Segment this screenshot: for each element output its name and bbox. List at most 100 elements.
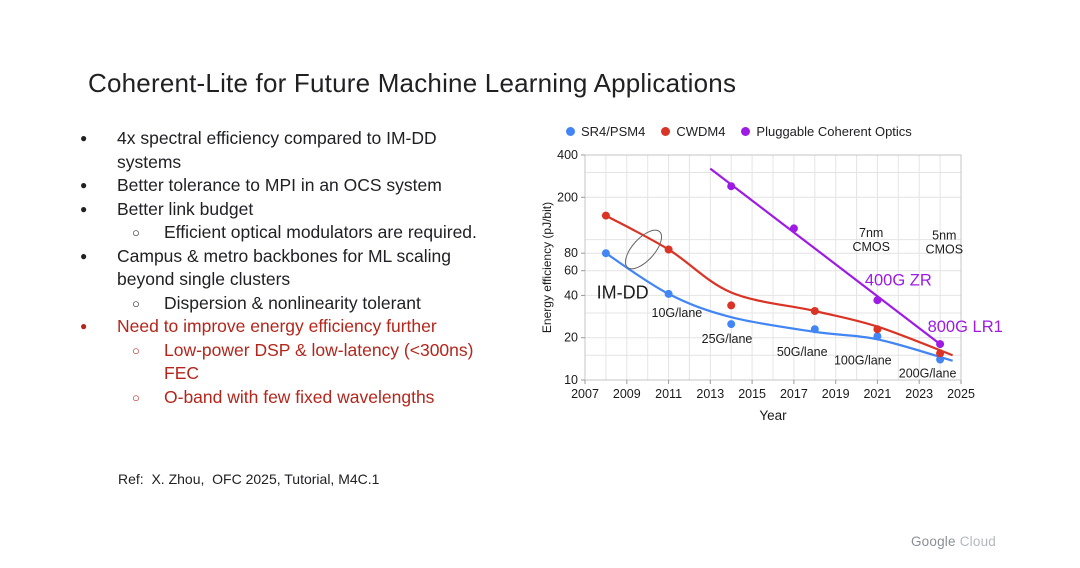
data-point (789, 224, 798, 233)
x-tick-label: 2009 (613, 387, 641, 401)
bullet-text: Better tolerance to MPI in an OCS system (117, 175, 442, 195)
bullet-text: O-band with few fixed wavelengths (164, 386, 435, 407)
sub-bullet-item: ○ Efficient optical modulators are requir… (78, 221, 548, 245)
annotation-400g-zr: 400G ZR (865, 272, 932, 290)
y-tick-label: 60 (564, 264, 578, 278)
data-point (727, 301, 736, 310)
legend-item: SR4/PSM4 (566, 124, 645, 139)
bullet-text: Efficient optical modulators are require… (164, 222, 477, 242)
y-tick-label: 10 (564, 373, 578, 387)
brand-google: Google (910, 534, 956, 549)
data-points-sr4-psm4 (601, 249, 945, 364)
bullet-text: Dispersion & nonlinearity tolerant (164, 292, 421, 313)
bullet-dot-icon: ● (80, 131, 88, 145)
x-tick-label: 2021 (863, 387, 891, 401)
data-point (664, 245, 673, 254)
bullet-dot-icon: ● (80, 178, 88, 192)
legend-item: Pluggable Coherent Optics (741, 124, 912, 139)
annotation-25g-lane: 25G/lane (702, 332, 753, 346)
slide-title: Coherent-Lite for Future Machine Learnin… (88, 68, 737, 99)
x-tick-label: 2007 (571, 387, 599, 401)
annotation-800g-lr1: 800G LR1 (928, 318, 1003, 336)
legend-label: Pluggable Coherent Optics (756, 124, 912, 139)
sub-bullet-item: ○ O-band with few fixed wavelengths (78, 386, 548, 410)
annotation-7nm-cmos: 7nm CMOS (852, 226, 890, 254)
y-tick-label: 200 (557, 190, 578, 204)
bullet-circle-icon: ○ (132, 389, 140, 405)
reference-text: Ref: X. Zhou, OFC 2025, Tutorial, M4C.1 (118, 471, 380, 487)
y-tick-label: 80 (564, 246, 578, 260)
data-points-pluggable-coherent-optics (727, 182, 945, 349)
bullet-dot-icon: ● (80, 248, 88, 263)
x-tick-label: 2011 (655, 387, 682, 401)
trend-line-sr4-psm4 (605, 252, 953, 362)
y-tick-label: 40 (564, 288, 578, 302)
annotation-100g-lane: 100G/lane (834, 354, 892, 368)
energy-efficiency-chart: 2007 2009 2011 2013 2015 2017 2019 2021 2023 2025… (540, 145, 1020, 435)
bullet-item: ● Need to improve energy efficiency furth… (78, 315, 548, 339)
brand-cloud: Cloud (959, 534, 996, 549)
bullet-list: ● 4x spectral efficiency compared to IM-D… (78, 127, 548, 409)
legend-dot-icon (661, 127, 671, 136)
bullet-text: Better link budget (117, 198, 254, 219)
legend-item: CWDM4 (661, 124, 725, 139)
legend-dot-icon (566, 127, 575, 136)
y-tick-label: 20 (564, 331, 578, 345)
bullet-dot-icon: ● (80, 201, 88, 216)
data-point (601, 249, 610, 258)
legend-dot-icon (741, 127, 751, 136)
x-tick-label: 2013 (696, 387, 724, 401)
bullet-circle-icon: ○ (132, 225, 140, 240)
bullet-circle-icon: ○ (132, 342, 140, 358)
data-point (810, 307, 819, 315)
bullet-item: ● 4x spectral efficiency compared to IM-D… (78, 127, 548, 174)
bullet-item: ● Better link budget (78, 198, 548, 222)
data-points-cwdm4 (601, 211, 945, 358)
annotation-5nm-cmos: 5nm CMOS (926, 229, 964, 257)
data-point (727, 320, 736, 329)
x-tick-label: 2023 (905, 387, 933, 401)
annotation-200g-lane: 200G/lane (899, 367, 957, 381)
x-axis-ticks: 2007 2009 2011 2013 2015 2017 2019 2021 2023 2025 (571, 380, 975, 401)
brand-logo: Google Cloud (911, 534, 996, 549)
data-point (936, 349, 945, 358)
data-point (810, 325, 819, 334)
sub-bullet-item: ○ Low-power DSP & low-latency (<300ns) FE… (78, 339, 548, 386)
imdd-lasso-ellipse (624, 229, 663, 270)
data-point (936, 355, 945, 364)
bullet-dot-icon: ● (80, 319, 88, 333)
trend-line-pluggable-coherent-optics (709, 167, 941, 345)
bullet-item: ● Campus & metro backbones for ML scaling… (78, 245, 548, 292)
data-point (601, 211, 610, 220)
y-axis-ticks: 400 200 80 60 40 20 10 (557, 148, 585, 387)
annotation-im-dd: IM-DD (597, 283, 649, 303)
annotation-10g-lane: 10G/lane (652, 306, 703, 320)
x-tick-label: 2025 (947, 387, 975, 401)
y-axis-title: Energy efficiency (pJ/bit) (540, 202, 554, 333)
chart-canvas: 2007 2009 2011 2013 2015 2017 2019 2021 2023 2025… (540, 148, 1003, 423)
legend-label: SR4/PSM4 (581, 124, 646, 139)
x-axis-title: Year (759, 408, 787, 423)
x-tick-label: 2015 (738, 387, 766, 401)
bullet-text: 4x spectral efficiency compared to IM-DD… (117, 128, 437, 172)
data-point (873, 332, 882, 341)
legend-label: CWDM4 (676, 124, 726, 139)
bullet-circle-icon: ○ (132, 295, 140, 311)
annotation-50g-lane: 50G/lane (777, 345, 828, 359)
x-tick-label: 2019 (822, 387, 850, 401)
data-point (873, 325, 882, 334)
bullet-text: Campus & metro backbones for ML scaling … (117, 245, 451, 290)
chart-legend: SR4/PSM4 CWDM4 Pluggable Coherent Optics (540, 124, 1020, 139)
data-point (664, 289, 673, 298)
y-tick-label: 400 (557, 148, 578, 162)
trend-line-cwdm4 (605, 214, 953, 357)
plot-frame (584, 154, 962, 381)
bullet-text: Low-power DSP & low-latency (<300ns) FEC (164, 339, 474, 384)
data-point (727, 182, 736, 191)
sub-bullet-item: ○ Dispersion & nonlinearity tolerant (78, 292, 548, 316)
bullet-item: ● Better tolerance to MPI in an OCS syste… (78, 174, 548, 198)
x-tick-label: 2017 (780, 387, 808, 401)
bullet-text: Need to improve energy efficiency furthe… (117, 316, 437, 336)
data-point (873, 296, 882, 305)
